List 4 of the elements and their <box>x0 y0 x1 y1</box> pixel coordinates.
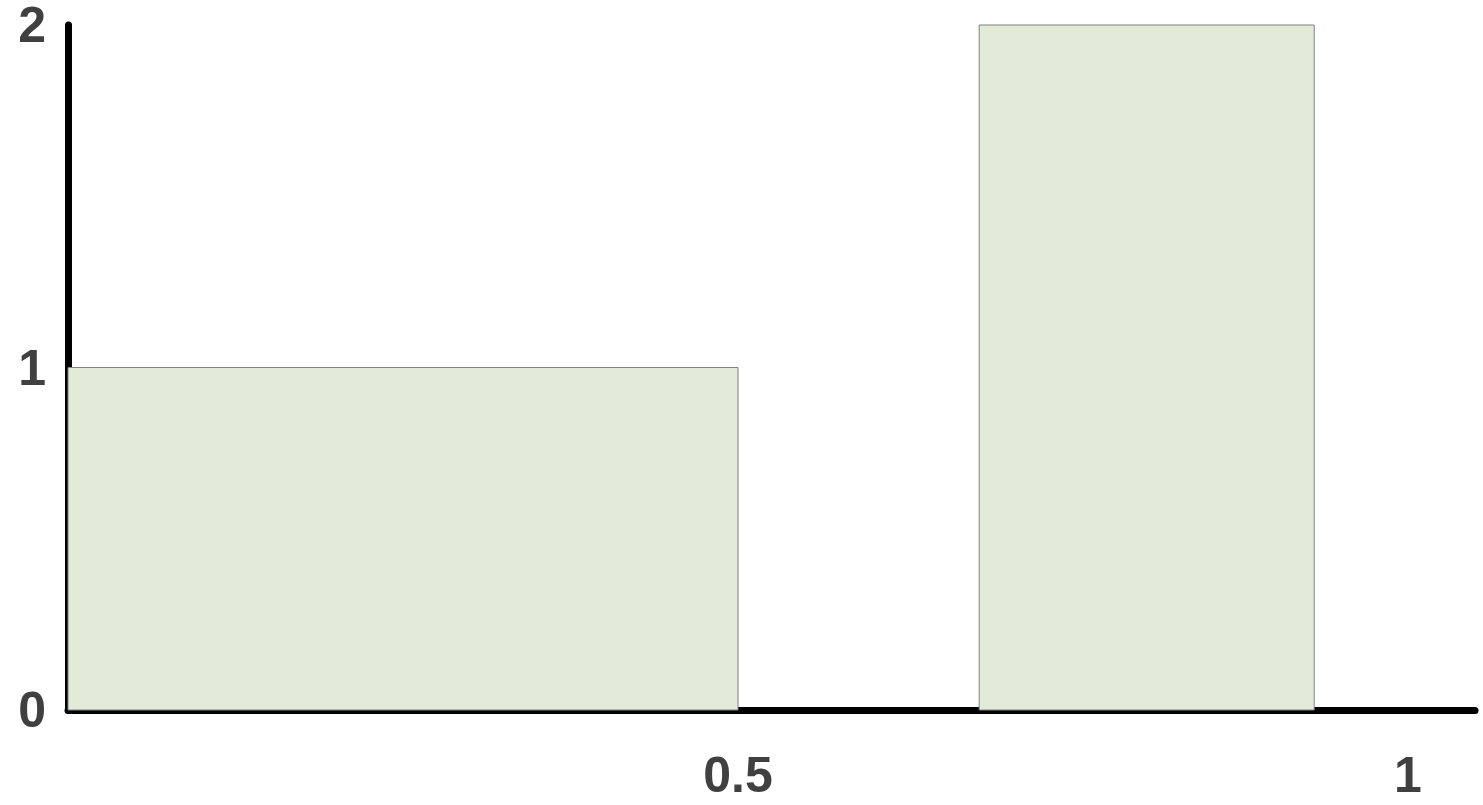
y-tick-label: 2 <box>18 0 46 53</box>
y-tick-label: 0 <box>18 682 46 738</box>
x-tick-label: 0.5 <box>703 747 773 803</box>
y-tick-label: 1 <box>18 339 46 396</box>
